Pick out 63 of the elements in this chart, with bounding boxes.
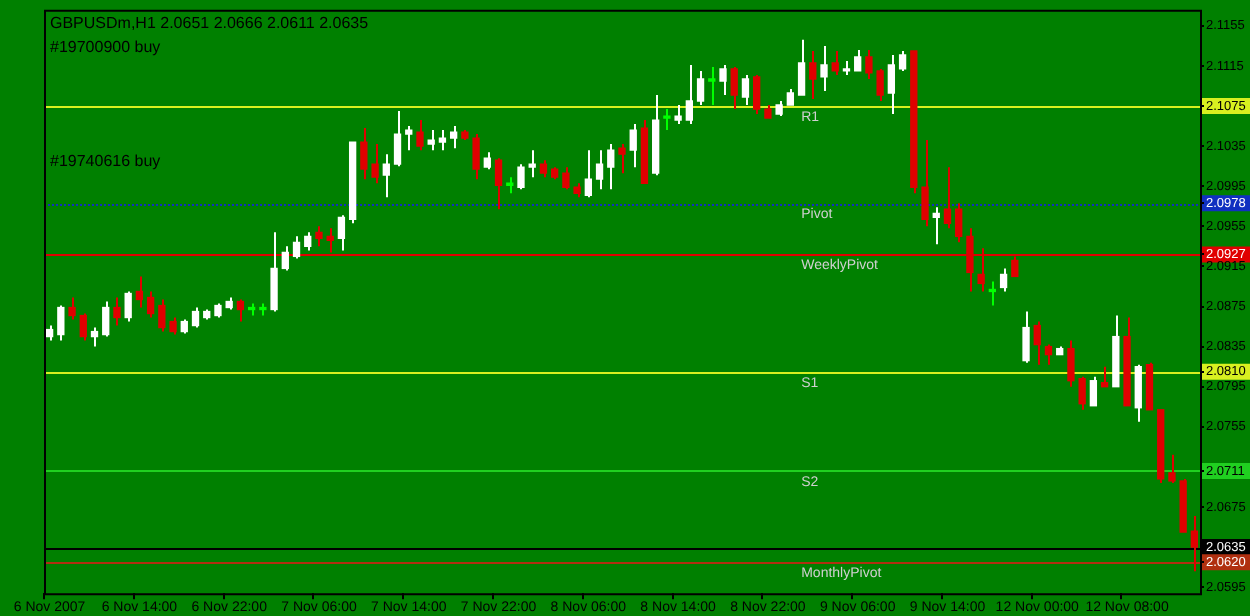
candlestick <box>304 231 312 252</box>
candlestick <box>674 104 682 126</box>
candlestick <box>1168 453 1176 484</box>
candlestick <box>607 143 615 191</box>
candlestick <box>797 38 806 96</box>
candlestick <box>629 123 637 169</box>
candlestick <box>1033 320 1041 366</box>
candlestick <box>427 129 435 152</box>
candlestick <box>719 63 727 96</box>
candlestick <box>809 49 817 101</box>
candlestick <box>113 296 121 327</box>
candlestick <box>146 290 155 319</box>
candlestick <box>932 206 940 246</box>
candlestick <box>887 53 896 116</box>
candlestick <box>191 306 200 329</box>
candlestick <box>79 312 87 342</box>
candlestick <box>315 225 323 248</box>
candlestick <box>393 110 402 168</box>
candlestick <box>1044 343 1053 366</box>
candlestick <box>1145 361 1154 411</box>
candlestick <box>68 296 76 321</box>
candlestick <box>663 108 671 132</box>
candlestick <box>584 149 592 199</box>
candlestick <box>1100 365 1109 388</box>
candlestick <box>337 214 346 252</box>
candlestick <box>90 326 99 348</box>
chart-title: GBPUSDm,H1 2.0651 2.0666 2.0611 2.0635 <box>50 14 370 33</box>
candlestick <box>921 139 929 228</box>
candlestick <box>854 48 862 72</box>
candlestick <box>595 149 604 191</box>
candlestick <box>1089 375 1098 407</box>
candlestick <box>955 202 963 244</box>
candlestick <box>741 73 750 107</box>
candlestick <box>685 63 693 126</box>
candlestick <box>898 49 907 72</box>
candlestick <box>753 73 761 116</box>
candlestick <box>517 163 525 191</box>
candlestick <box>102 300 110 338</box>
candlestick <box>270 231 278 313</box>
candlestick <box>124 290 132 323</box>
candlestick <box>405 125 413 152</box>
candlestick <box>236 298 245 323</box>
candlestick <box>820 44 828 92</box>
candlestick <box>494 157 503 211</box>
annotation: #19700900 buy <box>50 38 161 57</box>
candlestick <box>57 304 65 342</box>
candlestick <box>416 119 424 152</box>
candlestick <box>708 65 716 107</box>
candlestick <box>831 49 839 76</box>
candlestick <box>438 129 447 152</box>
candlestick <box>292 235 301 260</box>
candlestick <box>135 275 144 309</box>
candlestick <box>999 267 1008 293</box>
candlestick <box>943 166 952 230</box>
candlestick <box>1022 310 1030 364</box>
candlestick <box>382 153 390 199</box>
annotation: #19740616 buy <box>50 151 161 170</box>
candlestick <box>1134 363 1142 423</box>
candlestick <box>696 69 705 107</box>
candlestick <box>281 245 289 272</box>
candlestick <box>730 65 738 111</box>
candlestick <box>618 143 626 175</box>
candlestick <box>449 125 458 150</box>
